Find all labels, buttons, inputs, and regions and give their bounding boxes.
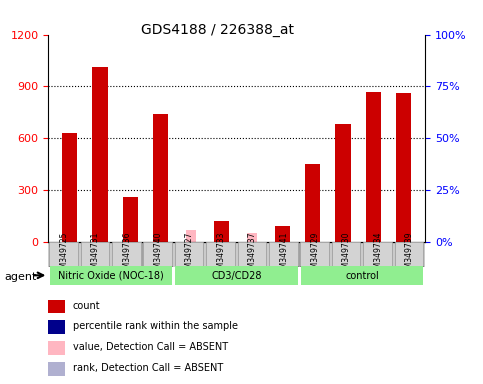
Text: GSM349734: GSM349734 bbox=[373, 231, 383, 278]
Text: CD3/CD28: CD3/CD28 bbox=[212, 270, 262, 281]
Text: percentile rank within the sample: percentile rank within the sample bbox=[73, 321, 238, 331]
Text: value, Detection Call = ABSENT: value, Detection Call = ABSENT bbox=[73, 342, 228, 352]
Bar bbox=[92, 68, 108, 242]
Bar bbox=[305, 164, 320, 242]
Text: rank, Detection Call = ABSENT: rank, Detection Call = ABSENT bbox=[73, 363, 223, 373]
Bar bbox=[275, 227, 290, 242]
FancyBboxPatch shape bbox=[332, 242, 361, 267]
FancyBboxPatch shape bbox=[395, 242, 424, 267]
FancyBboxPatch shape bbox=[175, 242, 204, 267]
FancyBboxPatch shape bbox=[49, 242, 79, 267]
FancyBboxPatch shape bbox=[363, 242, 393, 267]
FancyBboxPatch shape bbox=[175, 266, 298, 285]
Text: GSM349737: GSM349737 bbox=[248, 231, 257, 278]
FancyBboxPatch shape bbox=[269, 242, 298, 267]
Text: GSM349736: GSM349736 bbox=[122, 231, 131, 278]
FancyBboxPatch shape bbox=[81, 242, 110, 267]
Text: count: count bbox=[73, 301, 100, 311]
Bar bbox=[48, 300, 65, 313]
Text: GDS4188 / 226388_at: GDS4188 / 226388_at bbox=[141, 23, 294, 37]
FancyBboxPatch shape bbox=[50, 266, 172, 285]
Text: agent: agent bbox=[5, 272, 37, 282]
Text: GSM349727: GSM349727 bbox=[185, 231, 194, 278]
FancyBboxPatch shape bbox=[238, 242, 267, 267]
Text: GSM349739: GSM349739 bbox=[405, 231, 414, 278]
Bar bbox=[62, 133, 77, 242]
Text: GSM349741: GSM349741 bbox=[279, 231, 288, 278]
Bar bbox=[48, 362, 65, 376]
Bar bbox=[246, 233, 257, 242]
Text: GSM349731: GSM349731 bbox=[91, 231, 100, 278]
Bar bbox=[48, 320, 65, 334]
FancyBboxPatch shape bbox=[300, 242, 330, 267]
Text: GSM349729: GSM349729 bbox=[311, 231, 320, 278]
Bar bbox=[186, 230, 197, 242]
Text: GSM349733: GSM349733 bbox=[216, 231, 226, 278]
Bar bbox=[366, 92, 381, 242]
Bar bbox=[48, 341, 65, 355]
Text: Nitric Oxide (NOC-18): Nitric Oxide (NOC-18) bbox=[58, 270, 164, 281]
FancyBboxPatch shape bbox=[112, 242, 142, 267]
Text: control: control bbox=[345, 270, 379, 281]
FancyBboxPatch shape bbox=[301, 266, 424, 285]
Bar bbox=[123, 197, 138, 242]
Text: GSM349740: GSM349740 bbox=[154, 231, 163, 278]
FancyBboxPatch shape bbox=[206, 242, 236, 267]
Bar bbox=[214, 221, 229, 242]
Bar bbox=[396, 93, 412, 242]
Text: GSM349725: GSM349725 bbox=[59, 231, 69, 278]
Bar bbox=[335, 124, 351, 242]
FancyBboxPatch shape bbox=[143, 242, 173, 267]
Text: GSM349730: GSM349730 bbox=[342, 231, 351, 278]
Bar bbox=[153, 114, 168, 242]
